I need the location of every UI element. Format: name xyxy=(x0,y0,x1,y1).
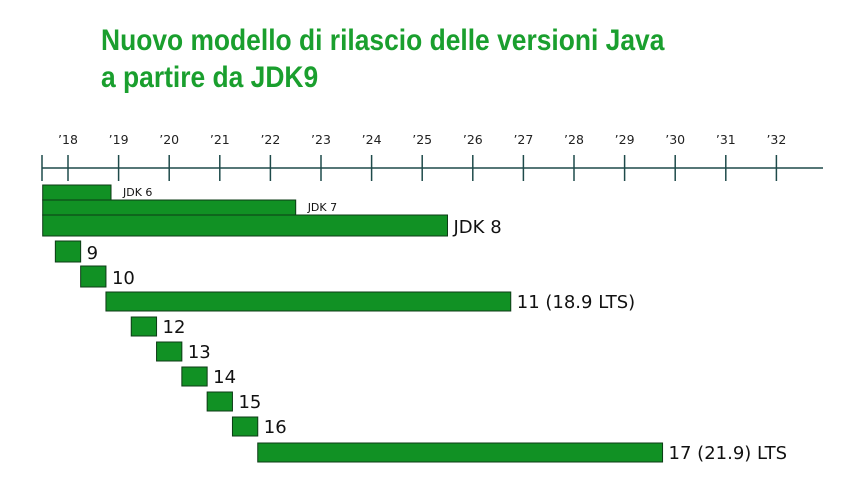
x-tick-label: ’26 xyxy=(463,132,483,147)
release-label: 11 (18.9 LTS) xyxy=(517,292,635,313)
x-tick-label: ’18 xyxy=(58,132,78,147)
release-bar xyxy=(206,391,233,412)
release-label: 16 xyxy=(264,417,287,438)
release-label: JDK 8 xyxy=(453,217,502,238)
release-label: 9 xyxy=(87,243,98,264)
release-bar xyxy=(130,316,158,337)
x-tick-label: ’22 xyxy=(260,132,280,147)
x-tick-label: ’24 xyxy=(362,132,382,147)
release-bar xyxy=(42,184,112,201)
x-tick-label: ’19 xyxy=(109,132,129,147)
x-tick-label: ’30 xyxy=(665,132,685,147)
release-bar xyxy=(257,442,664,463)
release-bar xyxy=(42,199,297,216)
page-title: Nuovo modello di rilascio delle versioni… xyxy=(101,22,664,96)
x-tick-label: ’21 xyxy=(210,132,230,147)
release-label: JDK 7 xyxy=(307,201,337,214)
x-tick-label: ’27 xyxy=(513,132,533,147)
release-label: 15 xyxy=(238,392,261,413)
x-tick-label: ’28 xyxy=(564,132,584,147)
release-bar xyxy=(80,265,107,288)
release-bar xyxy=(231,416,259,437)
x-tick-label: ’32 xyxy=(766,132,786,147)
title-line-2: a partire da JDK9 xyxy=(101,61,319,94)
title-line-1: Nuovo modello di rilascio delle versioni… xyxy=(101,24,665,57)
release-label: 13 xyxy=(188,342,211,363)
release-label: 12 xyxy=(163,317,186,338)
release-label: 17 (21.9) LTS xyxy=(669,443,787,464)
release-bar xyxy=(181,366,208,387)
release-label: JDK 6 xyxy=(122,186,152,199)
release-bar xyxy=(156,341,183,362)
x-tick-label: ’23 xyxy=(311,132,331,147)
x-tick-label: ’29 xyxy=(615,132,635,147)
release-bar xyxy=(105,291,512,312)
x-tick-label: ’25 xyxy=(412,132,432,147)
release-bar xyxy=(42,214,448,237)
release-label: 14 xyxy=(213,367,236,388)
x-tick-label: ’20 xyxy=(159,132,179,147)
release-label: 10 xyxy=(112,268,135,289)
release-bar xyxy=(54,240,82,263)
x-tick-label: ’31 xyxy=(716,132,736,147)
